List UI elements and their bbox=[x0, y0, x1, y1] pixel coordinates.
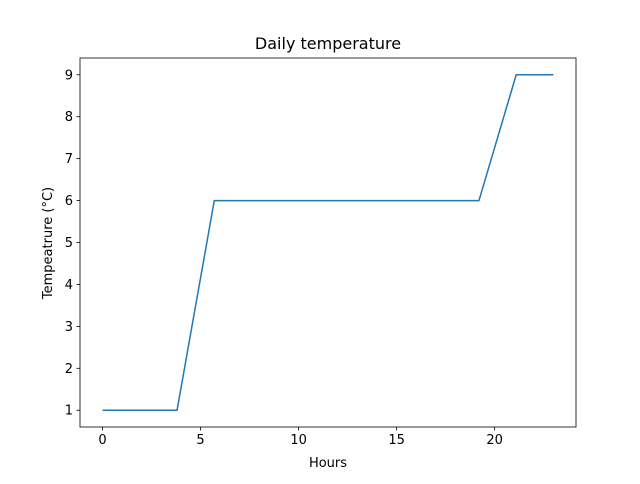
y-tick-label-6: 6 bbox=[65, 194, 73, 209]
x-tick-label-0: 0 bbox=[98, 433, 106, 448]
y-tick-label-9: 9 bbox=[65, 68, 73, 83]
y-axis-label: Tempeatrure (°C) bbox=[41, 187, 56, 300]
y-tick-label-1: 1 bbox=[65, 404, 73, 419]
series-line-0 bbox=[102, 74, 554, 411]
chart-title: Daily temperature bbox=[255, 34, 401, 53]
x-tick-label-20: 20 bbox=[486, 433, 503, 448]
y-tick-label-3: 3 bbox=[65, 320, 73, 335]
plot-layer: 0 5 10 15 20 1 2 3 4 5 6 7 8 9 bbox=[65, 57, 577, 448]
y-tick-label-5: 5 bbox=[65, 236, 73, 251]
y-tick-label-4: 4 bbox=[65, 278, 73, 293]
x-axis-label: Hours bbox=[309, 456, 347, 471]
y-tick-label-7: 7 bbox=[65, 152, 73, 167]
y-tick-label-8: 8 bbox=[65, 110, 73, 125]
x-tick-label-15: 15 bbox=[388, 433, 405, 448]
y-tick-label-2: 2 bbox=[65, 362, 73, 377]
axes-frame bbox=[79, 57, 577, 428]
x-tick-label-10: 10 bbox=[290, 433, 307, 448]
x-tick-label-5: 5 bbox=[196, 433, 204, 448]
